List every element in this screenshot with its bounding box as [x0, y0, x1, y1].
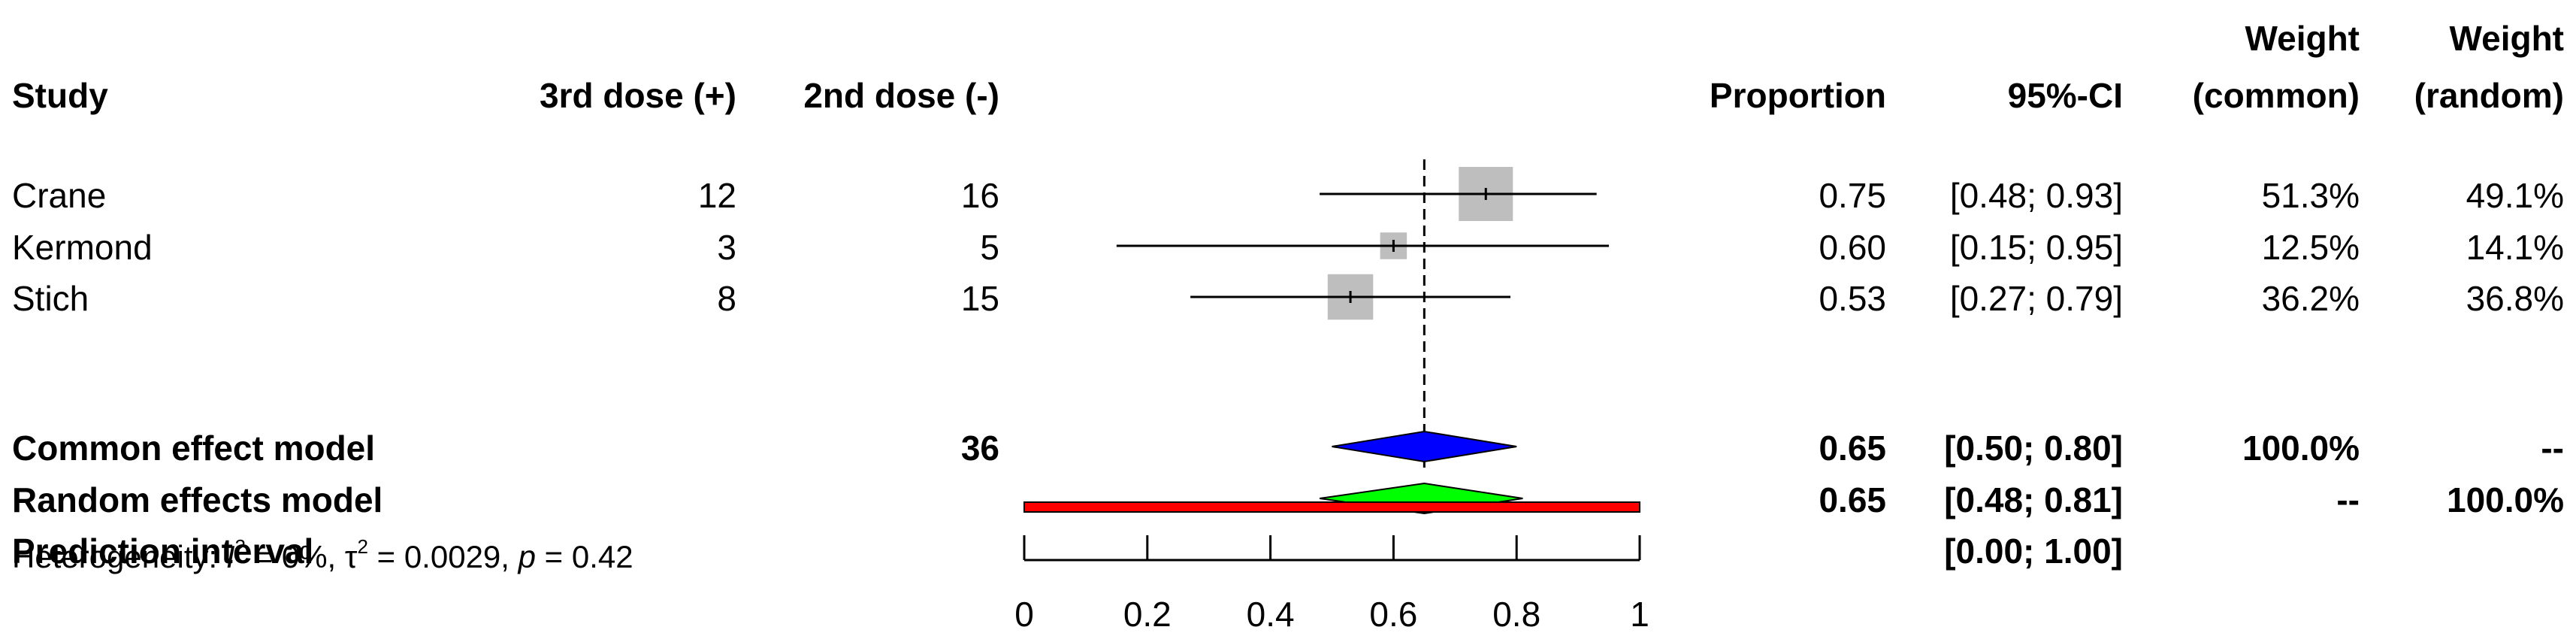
header-ci: 95%-CI: [2007, 76, 2123, 115]
study-weight-common: 12.5%: [2261, 228, 2360, 267]
random-effects-label: Random effects model: [12, 480, 383, 519]
study-weight-random: 14.1%: [2466, 228, 2564, 267]
prediction-interval-bar: [1023, 501, 1640, 513]
header-weight-common-1: Weight: [2245, 19, 2360, 58]
common-effect-weight-random: --: [2541, 429, 2564, 468]
p-value: = 0.42: [535, 539, 633, 574]
random-effects-ci: [0.48; 0.81]: [1944, 480, 2123, 519]
i-squared-value: = 0%,: [245, 539, 345, 574]
study-events: 12: [697, 176, 736, 215]
x-axis-tick-label: 0.2: [1123, 595, 1172, 634]
header-events: 3rd dose (+): [539, 76, 736, 115]
header-proportion: Proportion: [1709, 76, 1886, 115]
study-weight-random: 36.8%: [2466, 279, 2564, 318]
study-events: 3: [717, 228, 736, 267]
study-proportion: 0.53: [1819, 279, 1886, 318]
study-total: 5: [980, 228, 999, 267]
header-weight-random-1: Weight: [2449, 19, 2564, 58]
study-weight-random: 49.1%: [2466, 176, 2564, 215]
common-effect-ci: [0.50; 0.80]: [1944, 429, 2123, 468]
random-effects-weight-common: --: [2336, 480, 2360, 519]
i-squared-sup: 2: [234, 535, 246, 558]
common-effect-proportion: 0.65: [1819, 429, 1886, 468]
heterogeneity-text: Heterogeneity: I2 = 0%, τ2 = 0.0029, p =…: [12, 537, 633, 574]
tau-squared-value: = 0.0029,: [367, 539, 519, 574]
study-ci: [0.15; 0.95]: [1949, 228, 2123, 267]
study-name: Kermond: [12, 228, 153, 267]
study-events: 8: [717, 279, 736, 318]
p-symbol: p: [518, 539, 536, 574]
header-weight-random-2: (random): [2414, 76, 2564, 115]
study-weight-common: 36.2%: [2261, 279, 2360, 318]
study-proportion: 0.60: [1819, 228, 1886, 267]
tau-symbol: τ: [344, 539, 358, 574]
x-axis-tick-label: 0.6: [1369, 595, 1417, 634]
header-study: Study: [12, 76, 108, 115]
heterogeneity-prefix: Heterogeneity:: [12, 539, 226, 574]
random-effects-weight-random: 100.0%: [2446, 480, 2564, 519]
i-squared-symbol: I: [225, 539, 235, 574]
x-axis-tick-label: 0.8: [1492, 595, 1540, 634]
common-effect-label: Common effect model: [12, 429, 376, 468]
study-name: Stich: [12, 279, 89, 318]
study-proportion: 0.75: [1819, 176, 1886, 215]
study-ci: [0.27; 0.79]: [1949, 279, 2123, 318]
study-total: 15: [960, 279, 999, 318]
header-weight-common-2: (common): [2192, 76, 2360, 115]
random-effects-proportion: 0.65: [1819, 480, 1886, 519]
study-weight-common: 51.3%: [2261, 176, 2360, 215]
common-effect-total: 36: [960, 429, 999, 468]
x-axis-tick-label: 0: [1014, 595, 1034, 634]
study-name: Crane: [12, 176, 107, 215]
prediction-interval-label: Prediction interval: [12, 531, 314, 571]
x-axis-tick-label: 1: [1630, 595, 1649, 634]
common-effect-diamond: [1332, 430, 1517, 463]
header-total: 2nd dose (-): [803, 76, 999, 115]
study-ci: [0.48; 0.93]: [1949, 176, 2123, 215]
study-total: 16: [960, 176, 999, 215]
prediction-interval-ci: [0.00; 1.00]: [1944, 531, 2123, 571]
x-axis-tick-label: 0.4: [1247, 595, 1295, 634]
common-effect-weight-common: 100.0%: [2242, 429, 2360, 468]
tau-squared-sup: 2: [357, 535, 368, 558]
